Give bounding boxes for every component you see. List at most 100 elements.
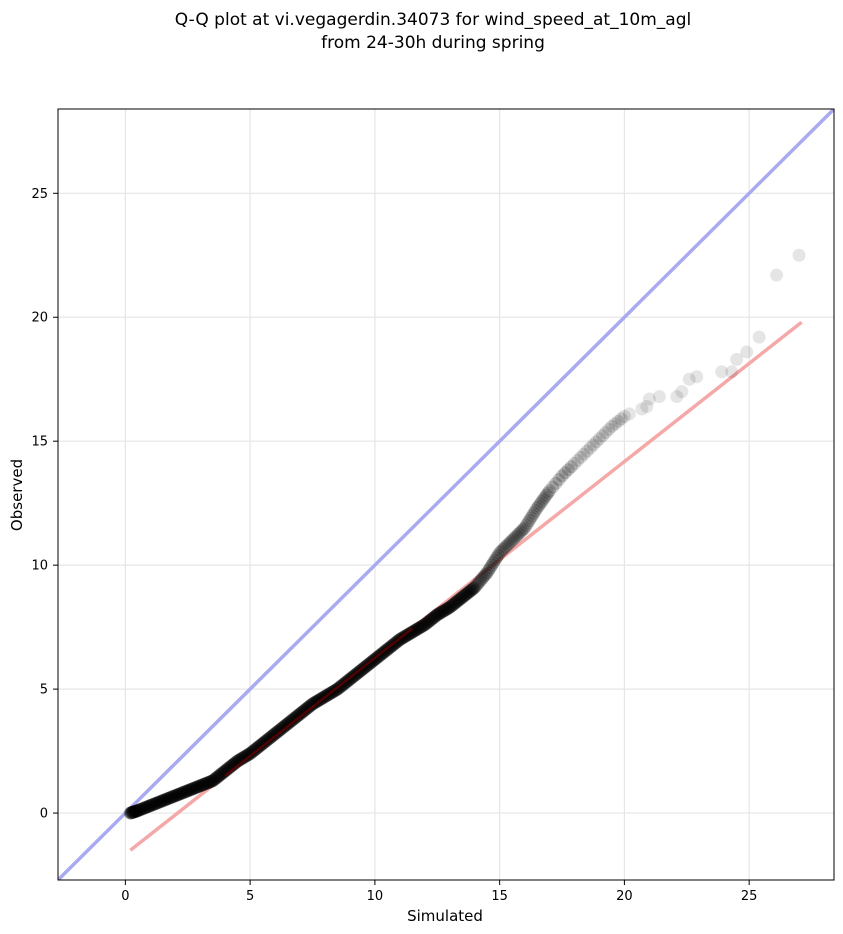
quantile-point: [614, 412, 628, 426]
quantile-point: [235, 751, 249, 765]
quantile-point: [452, 593, 466, 607]
quantile-point: [483, 561, 497, 575]
x-tick-label: 5: [246, 889, 254, 904]
quantile-point: [293, 707, 307, 721]
quantile-point: [196, 778, 210, 792]
quantile-point: [243, 747, 257, 761]
quantile-point: [611, 414, 625, 428]
quantile-point: [197, 777, 211, 791]
quantile-point: [281, 716, 295, 730]
quantile-point: [186, 782, 200, 796]
quantile-point: [516, 523, 530, 537]
quantile-point: [250, 741, 264, 755]
quantile-point: [171, 788, 185, 802]
quantile-point: [212, 769, 226, 783]
quantile-point: [429, 608, 443, 622]
quantile-point: [580, 444, 594, 458]
quantile-point: [442, 601, 456, 615]
quantile-point: [444, 600, 458, 614]
quantile-point: [461, 586, 475, 600]
quantile-point: [469, 579, 483, 593]
quantile-point: [167, 789, 181, 803]
quantile-point: [198, 777, 212, 791]
quantile-point: [150, 796, 164, 810]
quantile-point: [128, 804, 142, 818]
quantile-point: [549, 476, 563, 490]
tail-point: [640, 399, 654, 413]
quantile-point: [214, 767, 228, 781]
quantile-point: [289, 710, 303, 724]
quantile-point: [143, 799, 157, 813]
quantile-point: [256, 737, 270, 751]
quantile-point: [182, 783, 196, 797]
quantile-point: [586, 438, 600, 452]
plot-area-frame: [57, 108, 835, 881]
quantile-point: [275, 721, 289, 735]
quantile-point: [263, 731, 277, 745]
quantile-point: [571, 453, 585, 467]
quantile-point: [480, 566, 494, 580]
quantile-point: [127, 805, 141, 819]
quantile-point: [577, 447, 591, 461]
quantile-point: [420, 616, 434, 630]
quantile-point: [154, 794, 168, 808]
quantile-point: [617, 409, 631, 423]
quantile-point: [200, 776, 214, 790]
quantile-point: [453, 592, 467, 606]
quantile-point: [457, 589, 471, 603]
quantile-point: [459, 588, 473, 602]
quantile-point: [150, 796, 164, 810]
quantile-point: [162, 791, 176, 805]
quantile-point: [305, 698, 319, 712]
quantile-point: [463, 584, 477, 598]
quantile-point: [234, 752, 248, 766]
quantile-point: [430, 608, 444, 622]
quantile-point: [438, 603, 452, 617]
quantile-point: [518, 521, 532, 535]
quantile-point: [177, 785, 191, 799]
x-axis-label: Simulated: [407, 907, 483, 925]
quantile-point: [124, 806, 138, 820]
quantile-point: [500, 538, 514, 552]
quantile-point: [191, 780, 205, 794]
quantile-point: [423, 613, 437, 627]
quantile-point: [299, 702, 313, 716]
quantile-point: [561, 463, 575, 477]
quantile-point: [142, 799, 156, 813]
quantile-point: [181, 784, 195, 798]
quantile-point: [157, 793, 171, 807]
quantile-point: [195, 778, 209, 792]
y-axis-label: Observed: [8, 459, 26, 531]
quantile-point: [128, 805, 142, 819]
quantile-point: [427, 611, 441, 625]
quantile-point: [236, 751, 250, 765]
quantile-point: [180, 784, 194, 798]
quantile-point: [242, 747, 256, 761]
quantile-point: [168, 789, 182, 803]
quantile-point: [255, 737, 269, 751]
quantile-point: [538, 490, 552, 504]
quantile-point: [283, 715, 297, 729]
quantile-point: [519, 518, 533, 532]
quantile-point: [282, 715, 296, 729]
quantile-point: [493, 546, 507, 560]
quantile-point: [188, 781, 202, 795]
y-tick-label: 0: [40, 807, 48, 822]
tail-point: [682, 372, 696, 386]
quantile-point: [183, 783, 197, 797]
quantile-point: [485, 558, 499, 572]
quantile-point: [491, 548, 505, 562]
quantile-point: [421, 615, 435, 629]
quantile-point: [291, 708, 305, 722]
quantile-point: [432, 607, 446, 621]
tail-point: [642, 392, 656, 406]
quantile-point: [269, 726, 283, 740]
quantile-point: [145, 798, 159, 812]
quantile-point: [451, 594, 465, 608]
quantile-point: [203, 775, 217, 789]
quantile-point: [280, 718, 294, 732]
quantile-point: [294, 706, 308, 720]
tail-point: [715, 365, 729, 379]
quantile-point: [265, 729, 279, 743]
quantile-point: [431, 607, 445, 621]
